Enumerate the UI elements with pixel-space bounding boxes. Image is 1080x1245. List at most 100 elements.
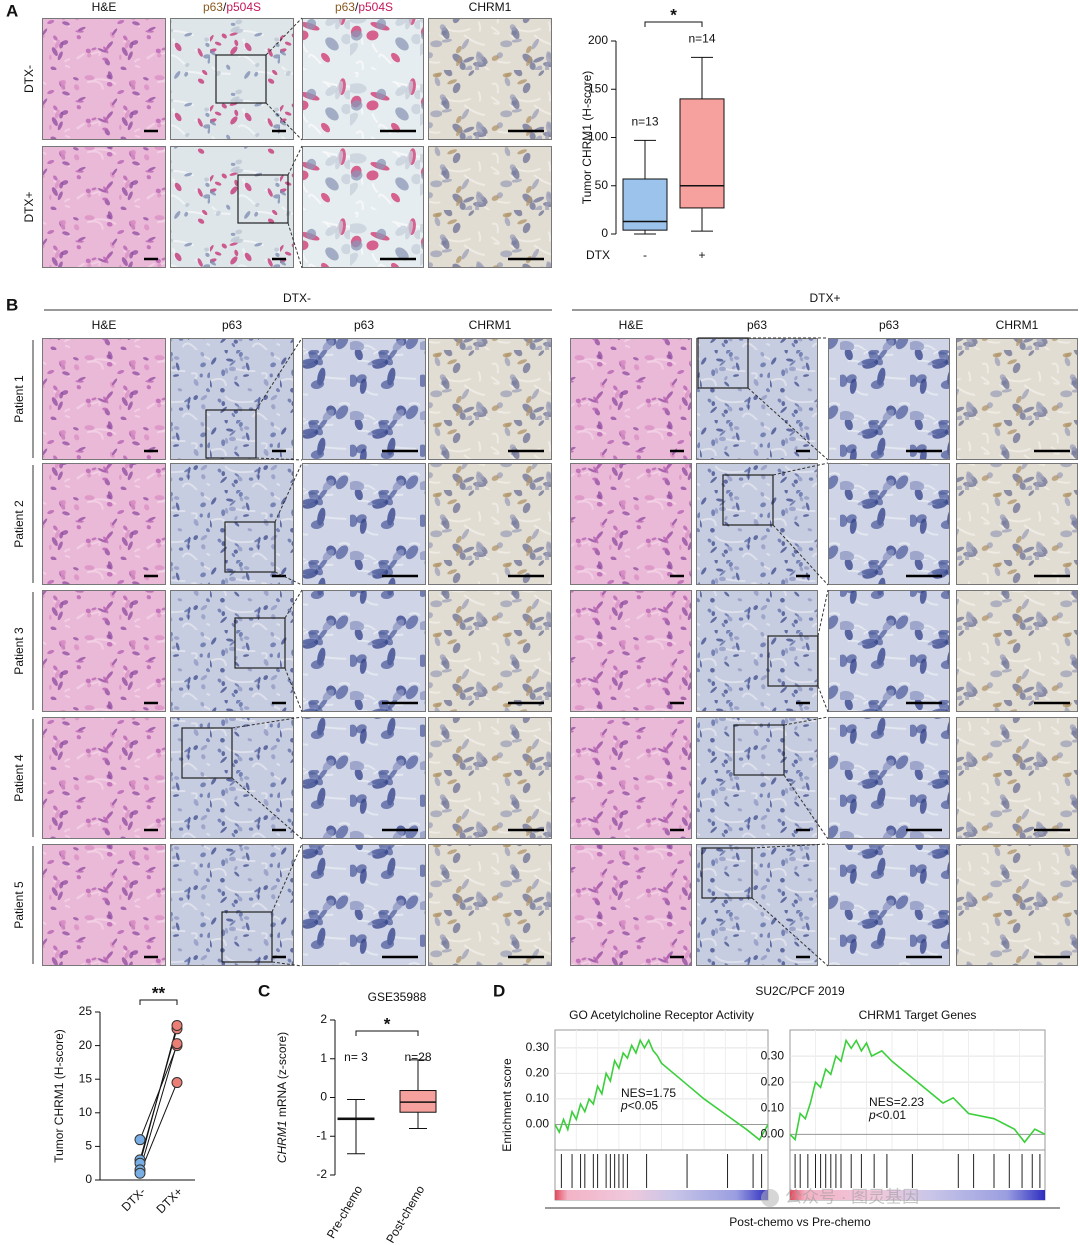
zoom-line [772, 462, 829, 476]
p-value: p<0.01 [868, 1108, 906, 1122]
y-axis-label: Tumor CHRM1 (H-score) [52, 1029, 66, 1163]
micrograph-frame [170, 338, 294, 460]
inset-box [722, 474, 774, 526]
rank-colorbar [555, 1190, 768, 1200]
micrograph-frame [170, 463, 294, 585]
micrograph-texture [696, 463, 818, 585]
y-tick-label: 0.30 [761, 1048, 785, 1062]
micrograph [42, 338, 166, 460]
micrograph-frame [428, 146, 552, 268]
micrograph [828, 463, 950, 585]
micrograph [570, 338, 692, 460]
micrograph-frame [570, 844, 692, 966]
micrograph-texture [828, 590, 950, 712]
micrograph [828, 590, 950, 712]
column-header: CHRM1 [469, 0, 512, 14]
micrograph [570, 590, 692, 712]
column-header: p63 [222, 318, 242, 332]
micrograph-texture [42, 717, 166, 839]
y-axis-label-part: CHRM1 [275, 1121, 289, 1164]
micrograph-frame [570, 717, 692, 839]
y-tick-label: 0.20 [761, 1074, 785, 1088]
inset-box [234, 617, 286, 669]
y-tick-label: 0.10 [761, 1100, 785, 1114]
column-header-part: CHRM1 [469, 0, 512, 14]
micrograph-texture [42, 463, 166, 585]
y-tick-label: 1 [320, 1051, 327, 1065]
micrograph-texture [956, 338, 1078, 460]
row-label: Patient 3 [12, 627, 26, 675]
column-header-part: / [223, 0, 227, 14]
micrograph-texture [956, 463, 1078, 585]
enrichment-line [554, 1038, 769, 1142]
micrograph-texture [302, 338, 426, 460]
column-header: CHRM1 [996, 318, 1039, 332]
column-header-part: p63 [203, 0, 223, 14]
micrograph-frame [956, 844, 1078, 966]
panel-letter: C [258, 981, 270, 1000]
micrograph [696, 717, 818, 839]
micrograph-texture [42, 18, 166, 140]
micrograph-frame [170, 717, 294, 839]
significance-bracket [355, 1030, 419, 1036]
point [171, 1038, 183, 1050]
y-tick-label: 100 [588, 130, 608, 144]
micrograph [42, 844, 166, 966]
micrograph-frame [302, 146, 424, 268]
zoom-line [271, 961, 303, 967]
zoom-line [751, 897, 829, 967]
zoom-line [772, 524, 829, 586]
y-tick-label: 50 [595, 178, 609, 192]
inset-box [767, 635, 819, 687]
micrograph [428, 717, 552, 839]
micrograph [170, 18, 294, 140]
y-tick-label: -1 [316, 1128, 327, 1142]
micrograph [42, 18, 166, 140]
y-tick-label: 0 [320, 1090, 327, 1104]
micrograph-texture [428, 18, 552, 140]
micrograph-texture [828, 844, 950, 966]
y-tick-label: 0.20 [526, 1066, 550, 1080]
zoom-line [274, 462, 303, 523]
row-label: Patient 5 [12, 881, 26, 929]
micrograph-frame [428, 844, 552, 966]
micrograph-frame [570, 338, 692, 460]
column-header-part: p63 [335, 0, 355, 14]
micrograph-texture [170, 146, 294, 268]
row-label: Patient 1 [12, 375, 26, 423]
column-header-part: p504S [226, 0, 261, 14]
y-tick-label: 20 [79, 1038, 93, 1052]
n-label: n=28 [404, 1050, 431, 1064]
micrograph-texture [570, 590, 692, 712]
micrograph-frame [170, 146, 294, 268]
row-label: DTX+ [22, 191, 36, 222]
point [134, 1167, 146, 1179]
micrograph-texture [428, 463, 552, 585]
micrograph-frame [42, 338, 166, 460]
zoom-line [265, 17, 303, 56]
micrograph-texture [170, 463, 294, 585]
micrograph-frame [570, 463, 692, 585]
y-axis-label-part: mRNA (z-score) [275, 1032, 289, 1121]
micrograph [428, 338, 552, 460]
significance: * [384, 1014, 391, 1033]
x-axis-label: Post-chemo vs Pre-chemo [729, 1215, 871, 1229]
column-header-part: p504S [358, 0, 393, 14]
micrograph-texture [302, 844, 426, 966]
p-value-part: p [620, 1099, 628, 1113]
rank-colorbar [790, 1190, 1045, 1200]
micrograph-texture [696, 338, 818, 460]
micrograph-texture [428, 338, 552, 460]
micrograph [570, 463, 692, 585]
micrograph-frame [302, 463, 426, 585]
micrograph-texture [42, 844, 166, 966]
micrograph-texture [570, 844, 692, 966]
y-tick-label: 25 [79, 1004, 93, 1018]
micrograph-texture [170, 844, 294, 966]
inset-box [697, 337, 749, 389]
box [679, 98, 725, 209]
y-tick-label: 10 [79, 1105, 93, 1119]
micrograph-frame [428, 717, 552, 839]
micrograph-frame [302, 338, 426, 460]
